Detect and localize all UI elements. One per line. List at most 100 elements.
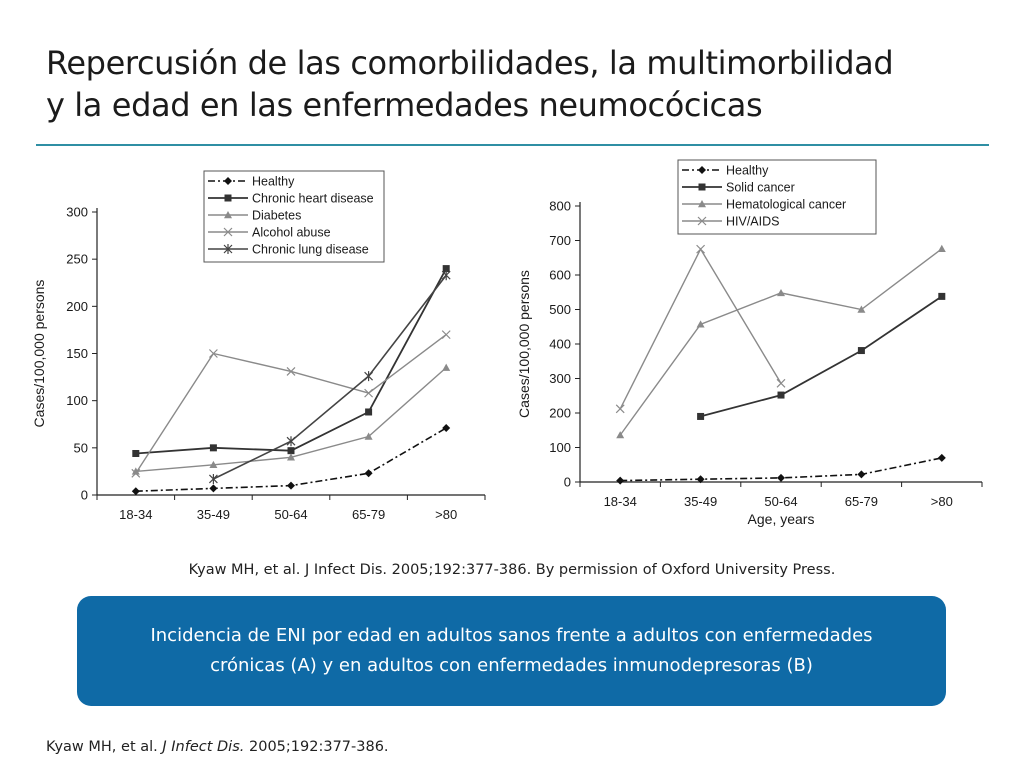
legend-marker (698, 200, 706, 208)
data-point (286, 436, 296, 447)
chart-a-chronic-diseases: 0 50 100 150 200 250 300 18-34 35-49 50-64 65-79 >8… (31, 170, 486, 522)
data-point (777, 288, 785, 297)
x-tick-label: >80 (435, 507, 457, 522)
data-point (442, 265, 450, 273)
series-line (213, 274, 447, 480)
series-healthy (616, 453, 946, 485)
y-tick-label: 200 (66, 299, 88, 314)
data-point (857, 305, 866, 313)
data-point (616, 476, 625, 485)
y-tick-label: 100 (549, 440, 571, 455)
data-point (696, 475, 705, 484)
data-point (937, 453, 946, 462)
legend-marker (698, 183, 706, 191)
data-point (287, 481, 295, 490)
legend-marker (224, 211, 232, 219)
data-point (696, 244, 706, 254)
series-hiv-aids (615, 244, 786, 414)
data-point (696, 320, 705, 328)
data-point (442, 363, 451, 371)
series-line (619, 248, 943, 436)
ref-journal: J Infect Dis. (162, 739, 245, 755)
data-point (131, 467, 140, 475)
series-line (700, 295, 943, 418)
data-point (441, 330, 451, 340)
y-tick-label: 800 (549, 199, 571, 214)
plot-area: 0 100 200 300 400 500 600 700 800 18-34 35-49 50-64… (516, 159, 983, 527)
x-tick-label: 65-79 (845, 494, 878, 509)
data-point (364, 469, 373, 478)
plot-area: 0 50 100 150 200 250 300 18-34 35-49 50-64 65-79 >8… (31, 170, 486, 522)
data-point (131, 487, 140, 496)
series-line (619, 247, 782, 410)
data-point (777, 391, 785, 399)
banner-line-1: Incidencia de ENI por edad en adultos sa… (150, 625, 873, 646)
series-chronic-heart-disease (132, 265, 450, 457)
data-point (937, 244, 946, 252)
series-line (135, 268, 447, 455)
legend-label: Alcohol abuse (252, 226, 331, 240)
legend-marker (224, 177, 232, 185)
data-point (208, 473, 218, 484)
chart-b-immunocompromising: 0 100 200 300 400 500 600 700 800 18-34 35-49 50-64… (516, 159, 983, 527)
data-point (132, 449, 140, 457)
legend-label: Chronic lung disease (252, 243, 369, 257)
title-divider (36, 144, 989, 146)
series-healthy (131, 424, 451, 496)
y-tick-label: 0 (81, 488, 88, 503)
legend-label: Healthy (726, 164, 769, 178)
y-tick-label: 100 (66, 393, 88, 408)
y-tick-label: 50 (74, 440, 88, 455)
data-point (697, 412, 705, 420)
series-chronic-lung-disease (208, 270, 451, 484)
title-line-1: Repercusión de las comorbilidades, la mu… (46, 44, 894, 82)
y-tick-label: 600 (549, 268, 571, 283)
legend: Healthy Solid cancer Hematological cancer H… (677, 159, 877, 235)
series-alcohol-abuse (131, 330, 451, 478)
series-diabetes (131, 363, 451, 475)
data-point (287, 453, 295, 461)
y-tick-label: 150 (66, 346, 88, 361)
data-point (777, 473, 785, 482)
figure-citation: Kyaw MH, et al. J Infect Dis. 2005;192:3… (188, 562, 836, 578)
y-tick-label: 400 (549, 337, 571, 352)
data-point (938, 292, 946, 300)
legend-marker (698, 166, 706, 174)
y-tick-label: 300 (549, 371, 571, 386)
series-hematological-cancer (616, 244, 946, 439)
legend-marker (697, 216, 707, 226)
data-point (209, 460, 218, 469)
y-axis-label: Cases/100,000 persons (31, 280, 47, 428)
data-point (857, 470, 866, 479)
x-axis-label: Age, years (748, 511, 815, 527)
y-tick-label: 200 (549, 406, 571, 421)
data-point (776, 378, 786, 388)
data-point (616, 431, 625, 439)
legend-label: Solid cancer (726, 181, 795, 195)
data-point (364, 432, 373, 440)
legend-label: Diabetes (252, 209, 301, 223)
data-point (209, 444, 217, 452)
data-point (615, 404, 625, 414)
caption-banner: Incidencia de ENI por edad en adultos sa… (77, 596, 946, 706)
y-tick-label: 300 (66, 205, 88, 220)
legend-label: Hematological cancer (726, 198, 846, 212)
y-tick-label: 0 (564, 475, 571, 490)
data-point (364, 371, 374, 382)
x-tick-label: >80 (931, 494, 953, 509)
y-tick-label: 500 (549, 302, 571, 317)
data-point (365, 408, 373, 416)
data-point (442, 424, 451, 433)
x-tick-label: 65-79 (352, 507, 385, 522)
x-tick-label: 50-64 (764, 494, 797, 509)
x-tick-label: 35-49 (684, 494, 717, 509)
data-point (857, 347, 865, 355)
legend-marker (224, 194, 232, 202)
data-point (287, 447, 295, 455)
ref-authors: Kyaw MH, et al. (46, 739, 163, 755)
title-line-2: y la edad en las enfermedades neumocócic… (46, 86, 763, 124)
banner-line-2: crónicas (A) y en adultos con enfermedad… (210, 655, 813, 676)
legend-box (203, 170, 385, 263)
legend: Healthy Chronic heart disease Diabetes Alco… (203, 170, 385, 263)
legend-label: HIV/AIDS (726, 215, 780, 229)
